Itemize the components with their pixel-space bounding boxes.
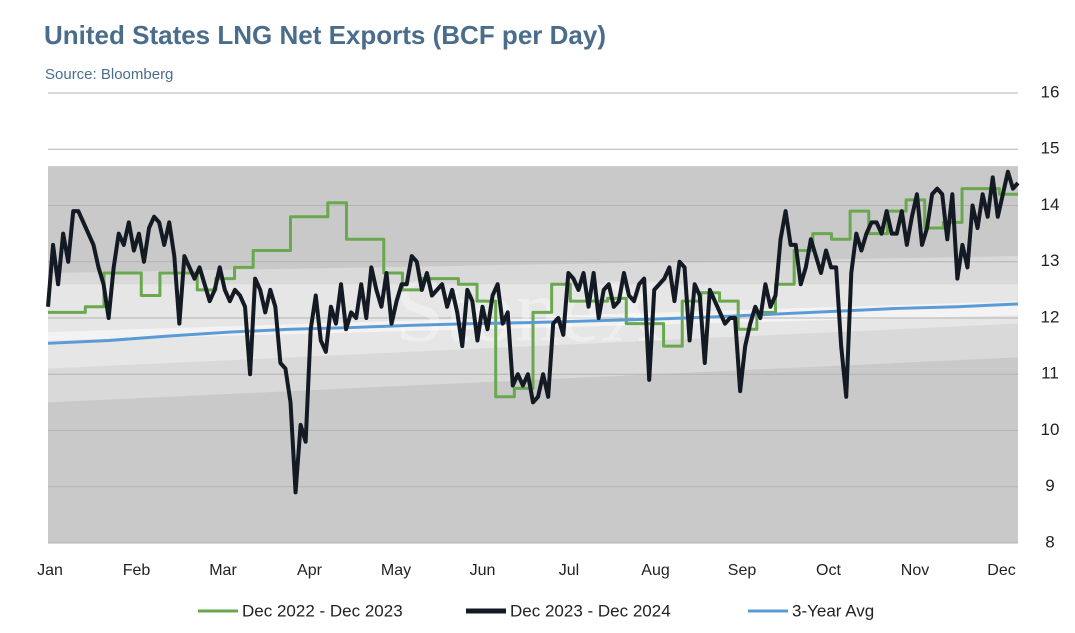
- y-tick-label: 13: [1041, 251, 1060, 270]
- legend-label: Dec 2022 - Dec 2023: [242, 601, 403, 620]
- x-tick-label: Nov: [901, 562, 929, 579]
- x-tick-label: Jun: [470, 562, 496, 579]
- y-tick-label: 10: [1041, 420, 1060, 439]
- y-tick-label: 8: [1045, 532, 1054, 551]
- y-tick-label: 9: [1045, 476, 1054, 495]
- x-tick-label: Mar: [209, 562, 237, 579]
- y-tick-label: 14: [1041, 195, 1060, 214]
- x-tick-label: Jan: [37, 562, 63, 579]
- y-tick-label: 15: [1041, 139, 1060, 158]
- x-tick-label: Dec: [987, 562, 1015, 579]
- chart-subtitle: Source: Bloomberg: [45, 66, 173, 83]
- legend-label: Dec 2023 - Dec 2024: [510, 601, 671, 620]
- x-tick-label: Apr: [297, 562, 323, 579]
- x-tick-label: Oct: [816, 562, 841, 579]
- y-tick-label: 12: [1041, 307, 1060, 326]
- y-tick-label: 16: [1041, 82, 1060, 101]
- legend-label: 3-Year Avg: [792, 601, 874, 620]
- series-line: [46, 169, 1020, 495]
- y-tick-label: 11: [1041, 364, 1059, 383]
- x-tick-label: Jul: [559, 562, 579, 579]
- x-tick-label: Aug: [641, 562, 669, 579]
- series-line: [47, 302, 1019, 345]
- series-line: [48, 187, 1018, 399]
- x-tick-label: Sep: [728, 562, 757, 579]
- x-tick-label: May: [381, 562, 411, 579]
- x-tick-label: Feb: [123, 562, 151, 579]
- chart-title: United States LNG Net Exports (BCF per D…: [44, 20, 606, 50]
